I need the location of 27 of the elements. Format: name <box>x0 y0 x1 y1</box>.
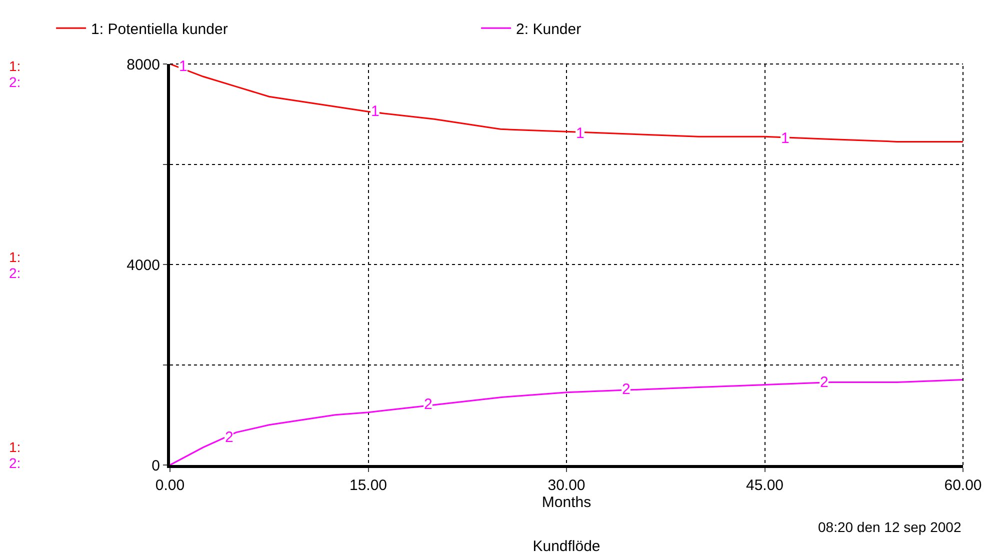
annotation: 1 <box>781 130 790 147</box>
x-tick-label: 45.00 <box>746 477 784 494</box>
y-tick-label: 4000 <box>126 256 160 274</box>
annotation: 2 <box>225 429 234 446</box>
annotation: 2 <box>820 374 828 391</box>
annotation: 1 <box>179 58 188 75</box>
y-tick-label: 8000 <box>126 56 160 74</box>
x-axis-title: Months <box>542 494 592 511</box>
x-tick-label: 60.00 <box>944 477 982 494</box>
x-tick-label: 0.00 <box>155 477 185 494</box>
text: 2: <box>9 265 21 281</box>
annotation: 1 <box>371 103 380 120</box>
annotation: 2 <box>424 396 432 413</box>
text: 08:20 den 12 sep 2002 <box>818 519 962 535</box>
text: 2: <box>9 74 21 90</box>
legend-label: 1: Potentiella kunder <box>91 20 228 38</box>
x-tick-label: 30.00 <box>548 477 586 494</box>
text: 1: <box>9 249 21 265</box>
x-tick-label: 15.00 <box>349 477 388 494</box>
legend-label: 2: Kunder <box>516 20 582 38</box>
annotation: 1 <box>576 125 584 142</box>
text: 1: <box>9 58 21 74</box>
annotation: 2 <box>622 381 630 398</box>
y-tick-label: 0 <box>152 457 160 474</box>
text: Kundflöde <box>532 538 600 554</box>
text: 2: <box>9 455 21 471</box>
text: 1: <box>9 439 21 455</box>
